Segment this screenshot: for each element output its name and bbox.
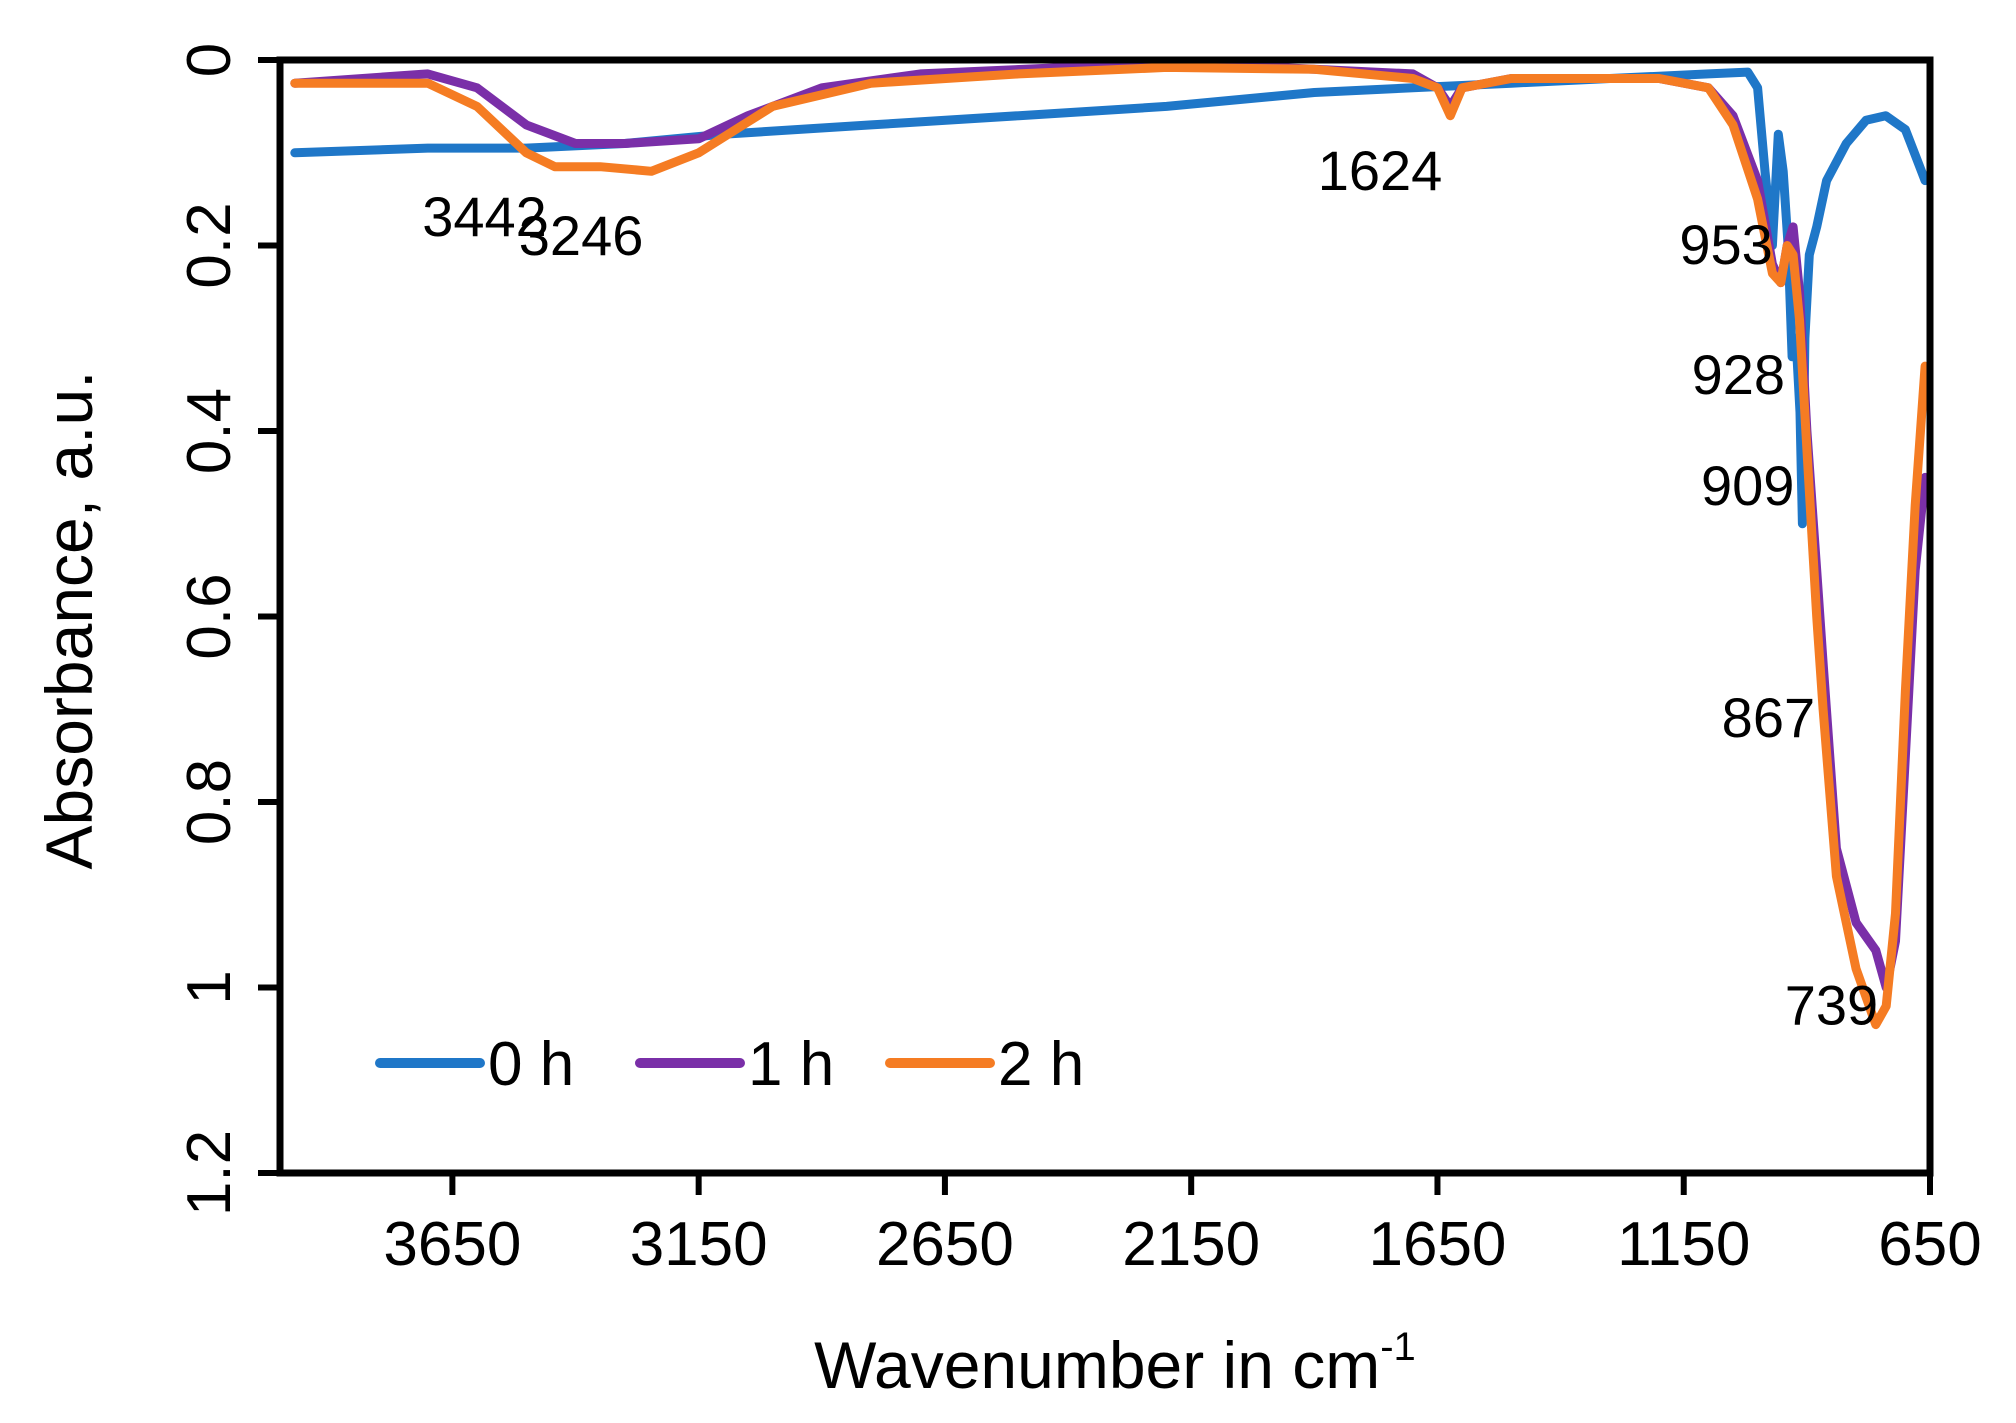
y-tick-label-0.6: 0.6	[175, 573, 244, 659]
x-tick-label-3150: 3150	[630, 1210, 768, 1279]
y-axis-title: Absorbance, a.u.	[32, 371, 106, 870]
annotation-909: 909	[1701, 454, 1794, 517]
annotation-739: 739	[1785, 974, 1878, 1037]
annotation-3442: 3442	[422, 185, 547, 248]
series-line-2h	[290, 62, 1930, 1030]
y-tick-label-0.8: 0.8	[175, 759, 244, 845]
x-tick-label-650: 650	[1878, 1210, 1981, 1279]
y-tick-label-0: 0	[175, 43, 244, 77]
x-axis-title: Wavenumber in cm-1	[814, 1325, 1416, 1402]
legend-label-2h: 2 h	[998, 1030, 1084, 1099]
x-tick-label-1650: 1650	[1368, 1210, 1506, 1279]
y-axis: 0 0.2 0.4 0.6 0.8 1 1.2	[175, 43, 280, 1216]
legend-label-0h: 0 h	[488, 1030, 574, 1099]
x-tick-label-2650: 2650	[876, 1210, 1014, 1279]
x-tick-label-2150: 2150	[1122, 1210, 1260, 1279]
annotation-928: 928	[1692, 343, 1785, 406]
y-tick-label-1.2: 1.2	[175, 1130, 244, 1216]
series-layer	[290, 60, 1930, 1030]
x-tick-label-3650: 3650	[383, 1210, 521, 1279]
legend: 0 h 1 h 2 h	[375, 1030, 1084, 1099]
x-axis-title-superscript: -1	[1380, 1325, 1416, 1369]
y-tick-label-1: 1	[175, 970, 244, 1004]
y-tick-label-0.4: 0.4	[175, 388, 244, 474]
legend-label-1h: 1 h	[748, 1030, 834, 1099]
annotation-867: 867	[1722, 686, 1815, 749]
x-axis-title-text: Wavenumber in cm	[814, 1328, 1380, 1402]
y-tick-label-0.2: 0.2	[175, 202, 244, 288]
annotation-1624: 1624	[1318, 139, 1443, 202]
x-tick-label-1150: 1150	[1617, 1210, 1750, 1279]
x-axis: 3650 3150 2650 2150 1650 1150 650	[383, 1173, 1982, 1279]
series-line-0h	[290, 67, 1930, 529]
annotation-953: 953	[1679, 213, 1772, 276]
annotation-3246: 3246	[519, 204, 644, 267]
